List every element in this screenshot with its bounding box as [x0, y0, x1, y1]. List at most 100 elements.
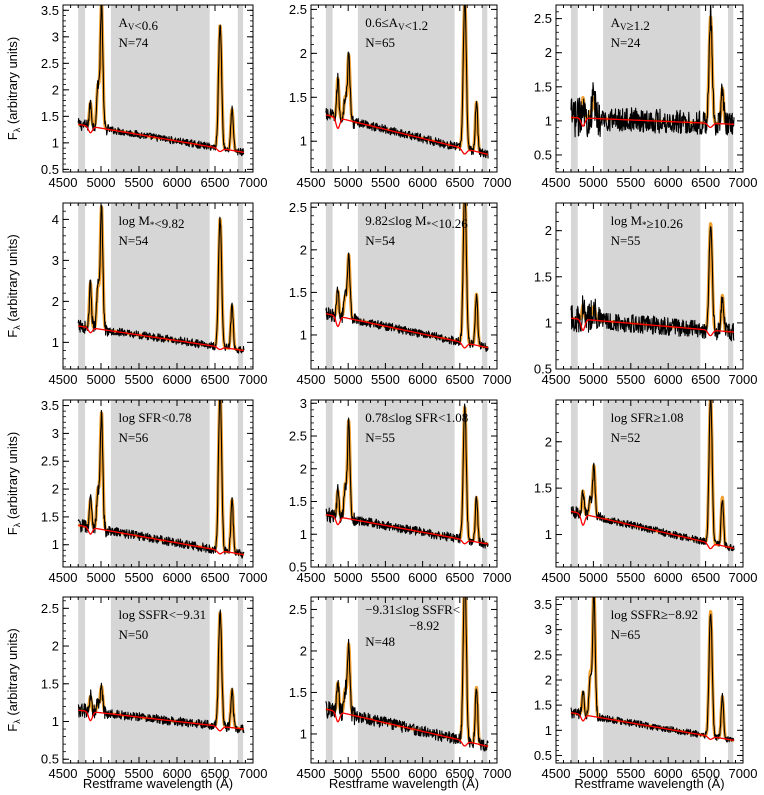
- x-tick-label: 5000: [334, 175, 363, 190]
- y-tick-label: 1: [545, 723, 552, 738]
- observed-spectrum-line: [77, 609, 245, 734]
- y-tick-label: 2: [300, 46, 307, 61]
- x-tick-label: 5000: [334, 766, 363, 781]
- figure-labels: Fλ (arbitrary units) Fλ (arbitrary units)…: [5, 37, 725, 791]
- y-tick-label: 2: [52, 294, 59, 309]
- y-axis-title: Fλ (arbitrary units): [5, 628, 22, 731]
- panel-annotation: log M*<9.82: [118, 213, 184, 231]
- observed-spectrum-line: [570, 400, 735, 552]
- x-tick-label: 4500: [49, 766, 78, 781]
- continuum-line: [325, 313, 489, 349]
- x-tick-label: 5000: [579, 372, 608, 387]
- x-tick-label: 6500: [445, 372, 474, 387]
- observed-spectrum-line: [77, 5, 245, 157]
- y-tick-label: 2.5: [41, 454, 59, 469]
- panel-1-0: 4500 5000 5500 6000 6500 7000 1 2 3 4 log M*<9.82 N…: [49, 202, 268, 387]
- x-tick-label: 6500: [201, 372, 230, 387]
- panel-grid: 4500 5000 5500 6000 6500 7000 0.5 1 1.5 2 2.5 3 3.5 A…: [41, 2, 758, 781]
- panel-annotation: log SSFR≥−8.92: [611, 607, 698, 622]
- y-tick-label: 0.5: [534, 362, 552, 377]
- x-tick-label: 7000: [729, 570, 758, 585]
- y-tick-label: 2: [52, 639, 59, 654]
- x-tick-label: 7000: [483, 372, 512, 387]
- masked-range: [603, 5, 701, 172]
- y-tick-label: 3: [52, 426, 59, 441]
- masked-range: [728, 400, 734, 567]
- x-tick-label: 4500: [49, 372, 78, 387]
- masked-range: [325, 400, 333, 567]
- x-tick-label: 4500: [49, 175, 78, 190]
- observed-spectrum-line: [77, 204, 245, 354]
- y-tick-label: 0.5: [534, 748, 552, 763]
- masked-range: [110, 597, 210, 763]
- x-tick-label: 5500: [371, 175, 400, 190]
- y-tick-label: 1: [545, 113, 552, 128]
- masked-range: [325, 597, 333, 763]
- x-tick-label: 7000: [483, 175, 512, 190]
- y-tick-label: 1.5: [534, 698, 552, 713]
- y-tick-label: 1: [52, 714, 59, 729]
- y-tick-label: 1.5: [289, 90, 307, 105]
- x-tick-label: 5000: [87, 372, 116, 387]
- x-tick-label: 5000: [334, 372, 363, 387]
- panel-3-2: 4500 5000 5500 6000 6500 7000 0.5 1 1.5 2 2.5 3 3.5 l…: [534, 596, 758, 781]
- panel-annotation: −9.31≤log SSFR<: [365, 602, 460, 617]
- observed-spectrum-line: [570, 226, 735, 342]
- panel-annotation: N=50: [118, 627, 148, 642]
- x-axis-title: Restframe wavelength (Å): [574, 776, 724, 791]
- continuum-line: [78, 123, 245, 154]
- x-tick-label: 6500: [445, 570, 474, 585]
- x-tick-label: 6500: [445, 766, 474, 781]
- x-tick-label: 6500: [201, 570, 230, 585]
- panel-1-2: 4500 5000 5500 6000 6500 7000 0.5 1 1.5 2 log M*≥1…: [534, 202, 757, 387]
- x-tick-label: 6500: [691, 372, 720, 387]
- observed-spectrum-line: [325, 203, 489, 353]
- plot-frame: [310, 596, 498, 764]
- y-tick-label: 2.5: [41, 601, 59, 616]
- x-tick-label: 4500: [297, 372, 326, 387]
- masked-range: [482, 5, 488, 172]
- x-tick-label: 7000: [239, 175, 268, 190]
- y-tick-label: 1.5: [41, 509, 59, 524]
- x-tick-label: 6500: [201, 766, 230, 781]
- y-tick-label: 1.5: [289, 685, 307, 700]
- y-tick-label: 2: [545, 434, 552, 449]
- panel-annotation: AV≥1.2: [611, 15, 650, 33]
- x-tick-label: 7000: [239, 372, 268, 387]
- continuum-line: [78, 325, 245, 352]
- y-tick-label: 1: [52, 335, 59, 350]
- x-tick-label: 7000: [483, 570, 512, 585]
- panel-annotation: N=24: [611, 35, 641, 50]
- x-tick-label: 5500: [371, 766, 400, 781]
- y-tick-label: 2: [52, 482, 59, 497]
- masked-range: [728, 597, 734, 763]
- panel-annotation: log SFR<0.78: [118, 410, 191, 425]
- x-tick-label: 4500: [297, 766, 326, 781]
- x-tick-label: 6000: [163, 766, 192, 781]
- x-tick-label: 7000: [729, 766, 758, 781]
- masked-range: [728, 5, 734, 172]
- x-tick-label: 7000: [239, 570, 268, 585]
- y-tick-label: 3.5: [41, 3, 59, 18]
- observed-spectrum-line: [325, 403, 489, 549]
- masked-range: [78, 597, 86, 763]
- y-tick-label: 1: [300, 527, 307, 542]
- panel-3-1: 4500 5000 5500 6000 6500 7000 1 1.5 2 2.5 −9.31≤lo…: [289, 596, 511, 781]
- y-tick-label: 3.5: [534, 597, 552, 612]
- panel-2-2: 4500 5000 5500 6000 6500 7000 1 1.5 2 log SFR≥1.0…: [534, 399, 758, 585]
- continuum-line: [78, 524, 245, 556]
- masked-range: [110, 203, 210, 369]
- masked-range: [237, 400, 244, 567]
- plot-frame: [555, 4, 744, 173]
- panel-3-0: 4500 5000 5500 6000 6500 7000 0.5 1 1.5 2 2.5 log S…: [41, 596, 267, 781]
- x-tick-label: 4500: [542, 372, 571, 387]
- masked-range: [482, 597, 488, 763]
- x-tick-label: 4500: [297, 570, 326, 585]
- masked-range: [570, 5, 578, 172]
- y-tick-label: 1.5: [289, 285, 307, 300]
- x-tick-label: 5000: [87, 766, 116, 781]
- panel-annotation: 9.82≤log M*<10.26: [365, 213, 468, 231]
- masked-range: [482, 400, 488, 567]
- y-tick-label: 2: [300, 461, 307, 476]
- panel-annotation: N=54: [118, 233, 148, 248]
